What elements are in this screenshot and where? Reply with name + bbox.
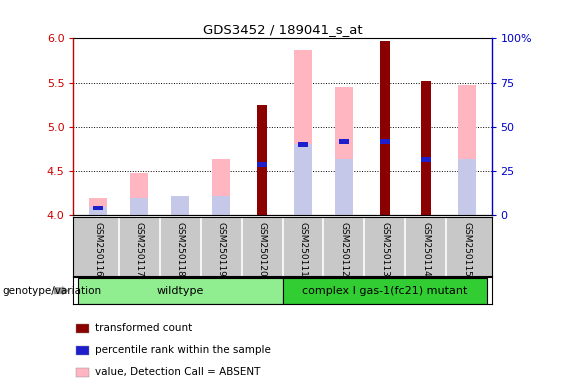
- Text: GSM250120: GSM250120: [258, 222, 267, 276]
- Bar: [77, 278, 282, 304]
- Bar: [421, 81, 431, 215]
- Text: GSM250115: GSM250115: [463, 222, 471, 276]
- Bar: [294, 144, 312, 215]
- Bar: [294, 50, 312, 215]
- Text: GSM250119: GSM250119: [216, 222, 225, 276]
- Bar: [458, 85, 476, 215]
- Text: value, Detection Call = ABSENT: value, Detection Call = ABSENT: [95, 367, 260, 377]
- Bar: [130, 173, 148, 215]
- Bar: [334, 87, 353, 215]
- Bar: [298, 142, 307, 147]
- Text: complex I gas-1(fc21) mutant: complex I gas-1(fc21) mutant: [302, 286, 468, 296]
- Bar: [89, 207, 107, 215]
- Bar: [334, 159, 353, 215]
- Bar: [340, 139, 349, 144]
- Text: GSM250114: GSM250114: [421, 222, 431, 276]
- Title: GDS3452 / 189041_s_at: GDS3452 / 189041_s_at: [203, 23, 362, 36]
- Bar: [380, 41, 390, 215]
- Text: GSM250117: GSM250117: [134, 222, 144, 276]
- Bar: [171, 197, 189, 215]
- Text: GSM250116: GSM250116: [94, 222, 102, 276]
- Bar: [130, 198, 148, 215]
- Text: GSM250118: GSM250118: [176, 222, 185, 276]
- Bar: [258, 104, 267, 215]
- Text: GSM250112: GSM250112: [340, 222, 349, 276]
- Bar: [282, 278, 488, 304]
- Text: wildtype: wildtype: [157, 286, 204, 296]
- Bar: [89, 198, 107, 215]
- Text: percentile rank within the sample: percentile rank within the sample: [95, 345, 271, 355]
- Bar: [380, 139, 390, 144]
- Bar: [458, 159, 476, 215]
- Bar: [171, 197, 189, 215]
- Bar: [212, 195, 231, 215]
- Text: transformed count: transformed count: [95, 323, 192, 333]
- Text: genotype/variation: genotype/variation: [3, 286, 102, 296]
- Text: GSM250111: GSM250111: [298, 222, 307, 276]
- Bar: [212, 159, 231, 215]
- Bar: [258, 162, 267, 167]
- Bar: [421, 157, 431, 162]
- Bar: [93, 205, 103, 210]
- Text: GSM250113: GSM250113: [380, 222, 389, 276]
